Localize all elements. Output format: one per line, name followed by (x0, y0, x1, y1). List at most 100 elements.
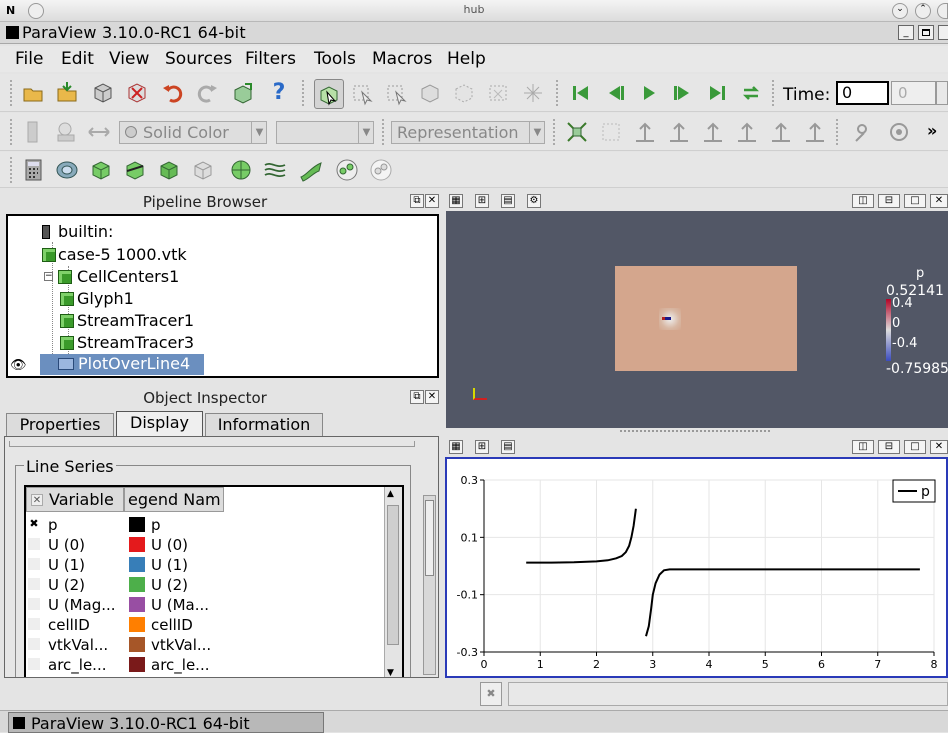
series-color-swatch[interactable] (129, 617, 145, 632)
stream-tracer-icon[interactable] (262, 157, 288, 183)
series-row[interactable]: U (Mag... U (Ma... (25, 595, 375, 615)
contour-icon[interactable] (54, 157, 80, 183)
toolbar-overflow-icon[interactable]: » (927, 121, 938, 140)
series-row[interactable]: cellID cellID (25, 615, 375, 635)
series-checkbox[interactable] (28, 638, 40, 650)
view-minus-x-icon[interactable] (666, 119, 692, 145)
split-vertical-icon[interactable]: ⊟ (878, 194, 900, 208)
series-checkbox[interactable] (28, 658, 40, 670)
delete-state-icon[interactable] (124, 80, 150, 106)
time-index-spinbox[interactable]: 0 (891, 81, 936, 105)
float-panel-icon[interactable]: ⧉ (410, 194, 424, 208)
close-icon[interactable] (938, 25, 948, 40)
series-table-scrollbar[interactable]: ▲ ▼ (384, 487, 402, 678)
split-view-icon[interactable]: ⊞ (475, 194, 489, 208)
save-state-icon[interactable] (90, 80, 116, 106)
view-settings-icon[interactable]: ⚙ (527, 194, 541, 208)
collapse-toggle-icon[interactable]: − (44, 271, 53, 281)
series-checkbox[interactable] (28, 578, 40, 590)
clear-selection-icon[interactable] (520, 80, 546, 106)
series-legend-name[interactable]: U (Ma... (151, 596, 210, 614)
last-frame-icon[interactable] (704, 80, 730, 106)
maximize-icon[interactable] (918, 25, 934, 40)
undo-icon[interactable] (160, 80, 186, 106)
tab-display[interactable]: Display (116, 411, 203, 437)
menu-filters[interactable]: Filters (245, 49, 296, 69)
reset-center-icon[interactable] (886, 119, 912, 145)
maximize-view-icon[interactable]: □ (904, 440, 926, 454)
color-legend-icon[interactable] (20, 119, 46, 145)
render-view-3d[interactable]: p 0.52141 0.4 0 -0.4 -0.759858 (446, 211, 948, 428)
maximize-view-icon[interactable]: □ (904, 194, 926, 208)
extract-subset-icon[interactable] (190, 157, 216, 183)
calculator-icon[interactable] (20, 157, 46, 183)
series-checkbox[interactable] (28, 618, 40, 630)
column-header-legend[interactable]: egend Nam (124, 487, 224, 512)
open-file-icon[interactable] (20, 80, 46, 106)
pipeline-item-plotoverline4[interactable]: PlotOverLine4 (40, 354, 204, 375)
series-row[interactable]: arc_le... arc_le... (25, 655, 375, 675)
edit-color-map-icon[interactable] (52, 119, 78, 145)
split-vertical-icon[interactable]: ⊟ (878, 440, 900, 454)
select-points-on-icon[interactable] (384, 80, 410, 106)
toolbar-grip[interactable] (556, 80, 560, 106)
series-row[interactable]: ✖ p p (25, 515, 375, 535)
view-plus-x-icon[interactable] (632, 119, 658, 145)
series-legend-name[interactable]: p (151, 516, 161, 534)
load-data-icon[interactable] (54, 80, 80, 106)
toolbar-grip[interactable] (302, 80, 306, 106)
view-minus-y-icon[interactable] (734, 119, 760, 145)
menu-macros[interactable]: Macros (372, 49, 433, 69)
window-menu-icon[interactable] (28, 3, 44, 19)
interact-mode-icon[interactable] (314, 79, 344, 109)
tab-information[interactable]: Information (205, 413, 323, 437)
time-input[interactable]: 0 (836, 81, 889, 105)
close-host-icon[interactable] (937, 3, 948, 19)
reset-camera-icon[interactable] (564, 119, 590, 145)
component-select[interactable]: ▼ (276, 121, 374, 144)
minimize-icon[interactable]: _ (898, 25, 914, 40)
view-minus-z-icon[interactable] (802, 119, 828, 145)
select-points-through-icon[interactable] (452, 80, 478, 106)
next-frame-icon[interactable] (670, 80, 696, 106)
previous-frame-icon[interactable] (602, 80, 628, 106)
series-checkbox[interactable]: ✖ (29, 517, 39, 530)
menu-help[interactable]: Help (447, 49, 486, 69)
float-panel-icon[interactable]: ⧉ (410, 390, 424, 404)
panel-scrollbar[interactable] (423, 495, 436, 675)
eye-visibility-icon[interactable]: 👁 (10, 358, 27, 373)
capture-icon[interactable]: ▦ (449, 194, 463, 208)
toolbar-grip[interactable] (772, 80, 776, 106)
spreadsheet-icon[interactable]: ▤ (501, 194, 515, 208)
view-plus-z-icon[interactable] (768, 119, 794, 145)
menu-sources[interactable]: Sources (165, 49, 233, 69)
rescale-range-icon[interactable] (86, 119, 112, 145)
scrollbar-thumb[interactable] (387, 505, 399, 645)
close-panel-icon[interactable]: ✕ (425, 390, 439, 404)
menu-view[interactable]: View (109, 49, 150, 69)
time-index-spin-arrows[interactable] (936, 81, 948, 105)
select-cells-on-icon[interactable] (350, 80, 376, 106)
first-frame-icon[interactable] (568, 80, 594, 106)
scroll-up-icon[interactable]: ▲ (387, 489, 394, 499)
series-color-swatch[interactable] (129, 517, 145, 532)
split-horizontal-icon[interactable]: ◫ (852, 440, 874, 454)
spreadsheet-icon[interactable]: ▤ (501, 440, 515, 454)
view-plus-y-icon[interactable] (700, 119, 726, 145)
toolbar-grip[interactable] (836, 119, 840, 145)
series-color-swatch[interactable] (129, 557, 145, 572)
close-panel-icon[interactable]: ✕ (425, 194, 439, 208)
extract-level-icon[interactable] (368, 157, 394, 183)
menu-edit[interactable]: Edit (61, 49, 94, 69)
split-view-icon[interactable]: ⊞ (475, 440, 489, 454)
group-datasets-icon[interactable] (334, 157, 360, 183)
menu-tools[interactable]: Tools (314, 49, 356, 69)
tab-properties[interactable]: Properties (6, 413, 114, 437)
warp-by-vector-icon[interactable] (298, 157, 324, 183)
close-view-icon[interactable]: ✕ (930, 194, 948, 208)
series-color-swatch[interactable] (129, 597, 145, 612)
taskbar-button[interactable]: ParaView 3.10.0-RC1 64-bit (8, 712, 324, 733)
toolbar-grip[interactable] (10, 119, 14, 145)
scroll-down-icon[interactable]: ▼ (387, 668, 394, 678)
show-center-icon[interactable] (852, 119, 878, 145)
